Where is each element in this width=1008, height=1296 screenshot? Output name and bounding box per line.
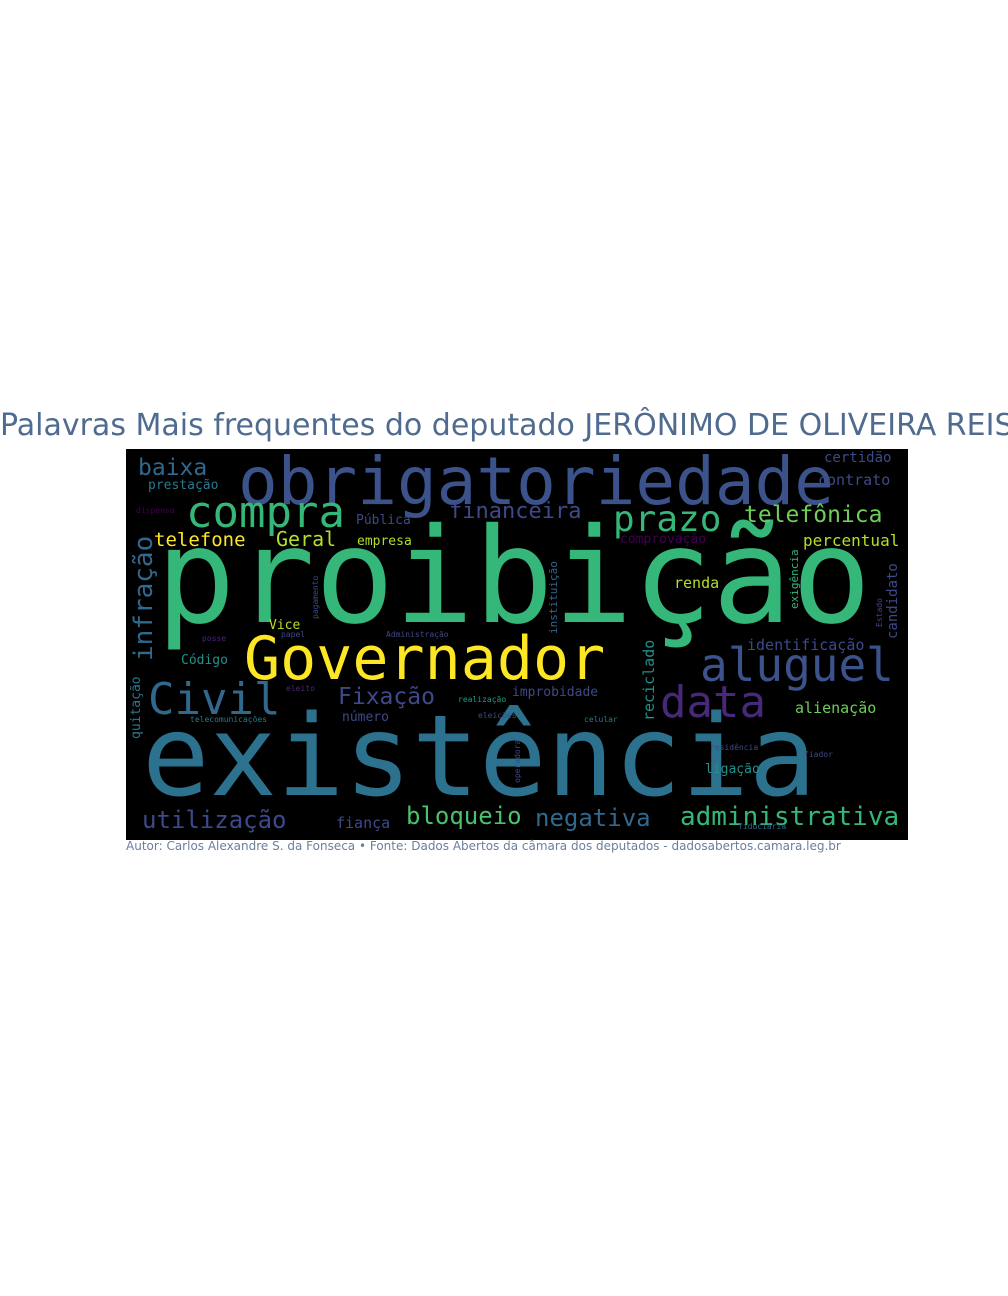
cloud-word: aluguel xyxy=(700,638,894,692)
cloud-word: posse xyxy=(202,634,227,643)
cloud-word: residência xyxy=(710,743,759,752)
cloud-word: reciclado xyxy=(640,639,658,721)
cloud-word: identificação xyxy=(747,636,865,654)
cloud-word: Governador xyxy=(244,624,606,694)
cloud-word: Estado xyxy=(875,598,884,627)
source-caption: Autor: Carlos Alexandre S. da Fonseca • … xyxy=(126,839,841,853)
cloud-word: eleito xyxy=(286,684,315,693)
cloud-word: número xyxy=(342,710,389,725)
cloud-word: Civil xyxy=(148,674,281,725)
cloud-word: improbidade xyxy=(512,685,599,700)
chart-title: Palavras Mais frequentes do deputado JER… xyxy=(0,408,1008,443)
cloud-word: bloqueio xyxy=(406,802,522,830)
cloud-word: infração xyxy=(129,535,159,661)
cloud-word: proibição xyxy=(156,500,872,654)
cloud-word: operadora xyxy=(513,739,522,783)
cloud-word: alienação xyxy=(795,699,877,717)
cloud-word: administrativa xyxy=(680,802,900,832)
cloud-word: Geral xyxy=(276,527,337,551)
cloud-word: contrato xyxy=(818,471,891,489)
word-cloud: proibição existência obrigatoriedade Govern… xyxy=(126,449,908,840)
cloud-word: obrigatoriedade xyxy=(238,449,835,520)
cloud-word: financeira xyxy=(449,499,582,524)
cloud-word: ligação xyxy=(705,762,760,777)
cloud-word: baixa xyxy=(138,455,208,481)
cloud-word: telecomunicações xyxy=(190,715,268,724)
cloud-word: telefone xyxy=(154,529,246,551)
cloud-word: fiador xyxy=(804,750,833,759)
cloud-word: Pública xyxy=(356,513,411,528)
cloud-word: celular xyxy=(584,715,618,724)
cloud-word: fiduciária xyxy=(738,822,787,831)
cloud-word: certidão xyxy=(824,450,892,466)
cloud-word: eleições xyxy=(478,711,517,720)
cloud-word: compra xyxy=(186,487,345,538)
cloud-word: Administração xyxy=(386,630,449,639)
cloud-word: prestação xyxy=(148,478,219,493)
cloud-word: data xyxy=(660,677,766,728)
cloud-word: candidato xyxy=(885,563,901,639)
cloud-word: quitação xyxy=(129,676,144,739)
cloud-word: existência xyxy=(142,692,817,822)
cloud-word: Fixação xyxy=(338,684,435,710)
cloud-word: Código xyxy=(181,653,228,668)
cloud-word: papel xyxy=(281,630,306,639)
cloud-word: fiança xyxy=(336,814,391,832)
cloud-word: empresa xyxy=(357,534,412,549)
cloud-word: utilização xyxy=(142,806,287,834)
cloud-word: exigência xyxy=(788,549,801,609)
cloud-word: negativa xyxy=(535,804,651,832)
cloud-word: realização xyxy=(458,695,507,704)
cloud-word: renda xyxy=(674,574,720,592)
cloud-word: pagamento xyxy=(311,575,320,619)
cloud-word: prazo xyxy=(613,499,722,540)
cloud-word: percentual xyxy=(803,531,900,550)
cloud-word: telefônica xyxy=(744,502,883,528)
cloud-word: instituição xyxy=(547,561,560,634)
cloud-word: dispensa xyxy=(136,506,175,515)
cloud-word: Vice xyxy=(269,618,301,633)
cloud-word: comprovação xyxy=(620,532,707,547)
